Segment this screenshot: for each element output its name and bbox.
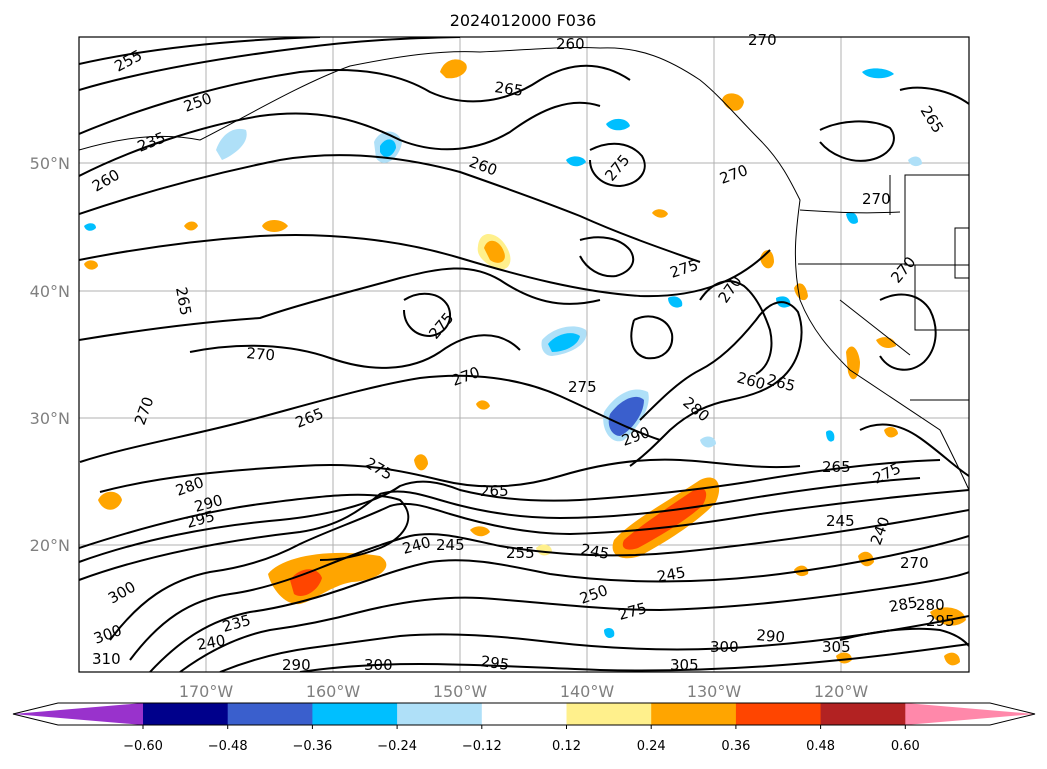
contour-label: 260 [556, 35, 585, 53]
colorbar-tick-label: 0.36 [721, 739, 750, 754]
colorbar-tick-label: 0.60 [891, 739, 920, 754]
contour-label: 300 [710, 638, 739, 656]
colorbar-tick-label: 0.24 [637, 739, 666, 754]
contour-label: 285 [888, 593, 919, 616]
contour-label: 265 [493, 78, 524, 100]
longitude-labels: 170°W 160°W 150°W 140°W 130°W 120°W [179, 682, 869, 701]
contour-label: 305 [670, 656, 699, 674]
contour-label: 255 [506, 544, 535, 562]
contour-label: 240 [196, 631, 227, 654]
anomaly-fills [84, 59, 966, 666]
colorbar-tick-label: −0.36 [292, 739, 332, 754]
lon-label-120w: 120°W [814, 682, 869, 701]
colorbar-tick-label: −0.24 [377, 739, 417, 754]
contour-label: 295 [479, 652, 510, 674]
contour-label: 265 [822, 458, 851, 476]
colorbar-tick-label: 0.12 [552, 739, 581, 754]
lat-label-40n: 40°N [30, 282, 70, 301]
colorbar-tick-label: −0.48 [208, 739, 248, 754]
colorbar-segment [481, 703, 568, 725]
contour-label: 265 [172, 286, 195, 317]
lat-label-50n: 50°N [30, 154, 70, 173]
contour-label: 300 [364, 656, 393, 674]
colorbar-segment [312, 703, 398, 725]
contour-label: 270 [900, 554, 929, 572]
lat-label-20n: 20°N [30, 536, 70, 555]
colorbar-segment [820, 703, 906, 725]
colorbar: −0.60 −0.48 −0.36 −0.24 −0.12 0.12 0.24 0.36 0.4… [12, 702, 1036, 754]
lon-label-140w: 140°W [560, 682, 615, 701]
map-frame [78, 36, 970, 673]
lon-label-160w: 160°W [306, 682, 361, 701]
latitude-labels: 50°N 40°N 30°N 20°N [30, 154, 70, 555]
contour-label: 310 [92, 650, 121, 668]
colorbar-tick-label: −0.12 [462, 739, 502, 754]
coastlines [79, 46, 969, 491]
colorbar-extend-low [13, 703, 143, 725]
contour-label: 305 [822, 638, 851, 656]
contour-label: 295 [926, 612, 955, 630]
colorbar-segment [397, 703, 483, 725]
contour-label: 270 [748, 31, 777, 49]
contour-label: 270 [246, 344, 276, 364]
contour-label: 245 [656, 563, 687, 586]
colorbar-tick-label: −0.60 [123, 739, 163, 754]
colorbar-extend-high [905, 703, 1035, 725]
contour-label: 245 [826, 512, 855, 530]
colorbar-segment [566, 703, 652, 725]
lat-label-30n: 30°N [30, 409, 70, 428]
contour-label: 275 [568, 378, 597, 396]
colorbar-tick-label: 0.48 [806, 739, 835, 754]
colorbar-segment [651, 703, 737, 725]
contour-label: 290 [282, 656, 311, 674]
lon-label-130w: 130°W [687, 682, 742, 701]
lon-label-170w: 170°W [179, 682, 234, 701]
contour-label: 245 [436, 536, 465, 554]
contour-label: 290 [756, 626, 786, 646]
contour-label: 270 [862, 190, 891, 208]
colorbar-segment [735, 703, 822, 725]
contour-lines [79, 37, 969, 672]
lon-label-150w: 150°W [433, 682, 488, 701]
contour-label: 265 [480, 482, 509, 500]
colorbar-segment [227, 703, 313, 725]
contour-label: 245 [579, 540, 610, 563]
colorbar-segment [143, 703, 229, 725]
graticule [79, 37, 969, 672]
contour-label: 280 [916, 596, 945, 614]
map-panel: 255 260 270 265 250 235 260 260 275 270 … [78, 31, 970, 674]
map-title: 2024012000 F036 [450, 11, 597, 30]
